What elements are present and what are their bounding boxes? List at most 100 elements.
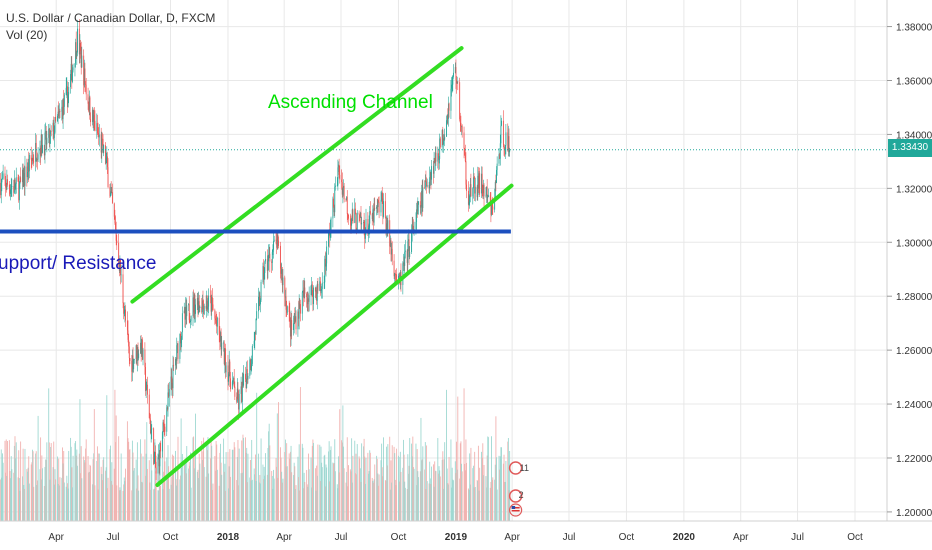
drawn-overlays[interactable] [0,46,887,487]
candle-body [474,186,476,194]
candle-body [342,188,344,195]
volume-bar [93,409,95,521]
candle-body [431,166,433,180]
volume-bar [88,471,90,521]
price-axis[interactable]: 1.38000 1.36000 1.34000 1.32000 1.30000 1.280… [887,23,932,519]
volume-bar [241,472,243,521]
candle-body [464,155,466,162]
x-tick-label: 2020 [673,532,696,543]
volume-bar [62,463,64,521]
volume-bar [150,489,151,521]
candle-body [371,213,373,220]
volume-bar [444,442,446,521]
candle-body [50,130,52,132]
volume-bar [180,475,181,521]
volume-bar [76,465,78,521]
volume-bar [346,437,348,521]
candle-body [93,115,95,121]
volume-bar [342,405,344,521]
volume-bar [359,468,361,521]
support-resistance-annotation[interactable]: upport/ Resistance [0,253,157,274]
volume-indicator-label[interactable]: Vol (20) [6,28,48,42]
candle-body [390,240,392,255]
candle-body [71,70,73,82]
candle-body [359,212,361,218]
candle-body [465,161,467,185]
volume-bar [62,447,63,521]
volume-bar [441,459,443,521]
dividend-circle-icon [508,461,523,475]
candle-body [469,195,471,202]
candle-body [136,347,138,361]
vertical-grid [55,0,856,521]
candle-body [482,189,484,194]
volume-bar [101,480,103,521]
volume-bar [434,470,436,521]
candle-body [383,201,384,217]
volume-bar [286,443,288,521]
candle-body [105,145,107,164]
x-tick-label: Apr [504,532,520,543]
candle-body [251,363,253,366]
volume-bar [53,441,55,521]
candle-body [163,422,165,426]
candle-body [106,156,108,159]
candle-body [278,240,280,246]
candle-body [20,177,22,183]
candle-body [387,220,389,234]
candle-body [295,316,297,330]
candle-body [133,359,135,370]
candle-body [188,304,190,306]
volume-bar [140,453,142,521]
volume-bar [176,485,178,521]
volume-bar [399,481,401,521]
volume-bar [33,486,35,521]
symbol-title[interactable]: U.S. Dollar / Canadian Dollar, D, FXCM [6,11,216,25]
volume-bar [463,388,465,521]
candle-body [228,361,230,375]
candle-body [171,376,173,384]
candle-body [324,258,326,283]
candle-body [447,103,449,119]
candle-body [303,290,304,298]
volume-bar [395,485,397,521]
candle-body [452,76,454,85]
candle-body [7,179,8,185]
volume-bar [363,438,365,521]
volume-bar [288,453,290,521]
volume-bar [465,439,467,521]
volume-bar [136,442,138,521]
volume-bar [198,453,200,521]
candle-body [474,178,476,194]
event-markers[interactable]: 11 2 [508,461,529,517]
candle-body [298,311,299,319]
volume-bar [27,471,28,521]
candle-body [364,230,366,239]
volume-bar [199,463,201,521]
candle-body [348,214,349,219]
time-axis[interactable]: Apr Jul Oct 2018 Apr Jul Oct 2019 Apr Jul Oct 2020 A… [48,532,863,543]
volume-bar [411,443,413,521]
candle-body [115,229,117,241]
volume-bar [28,456,30,521]
volume-bar [263,479,265,521]
candle-body [365,219,367,231]
volume-bar [8,440,10,521]
ascending-channel-annotation[interactable]: Ascending Channel [268,92,433,113]
volume-bar [80,446,82,521]
candle-body [345,199,347,201]
y-tick-label: 1.22000 [896,454,932,465]
volume-bar [55,479,57,521]
candle-body [211,297,213,305]
candle-body [426,181,428,187]
volume-bar [27,467,29,521]
candle-body [264,259,266,262]
candle-body [281,269,283,286]
volume-bar [473,487,475,521]
candle-body [155,452,156,468]
candle-body [258,295,260,297]
volume-bar [177,436,179,521]
candle-body [30,155,32,160]
candle-body [173,364,175,366]
